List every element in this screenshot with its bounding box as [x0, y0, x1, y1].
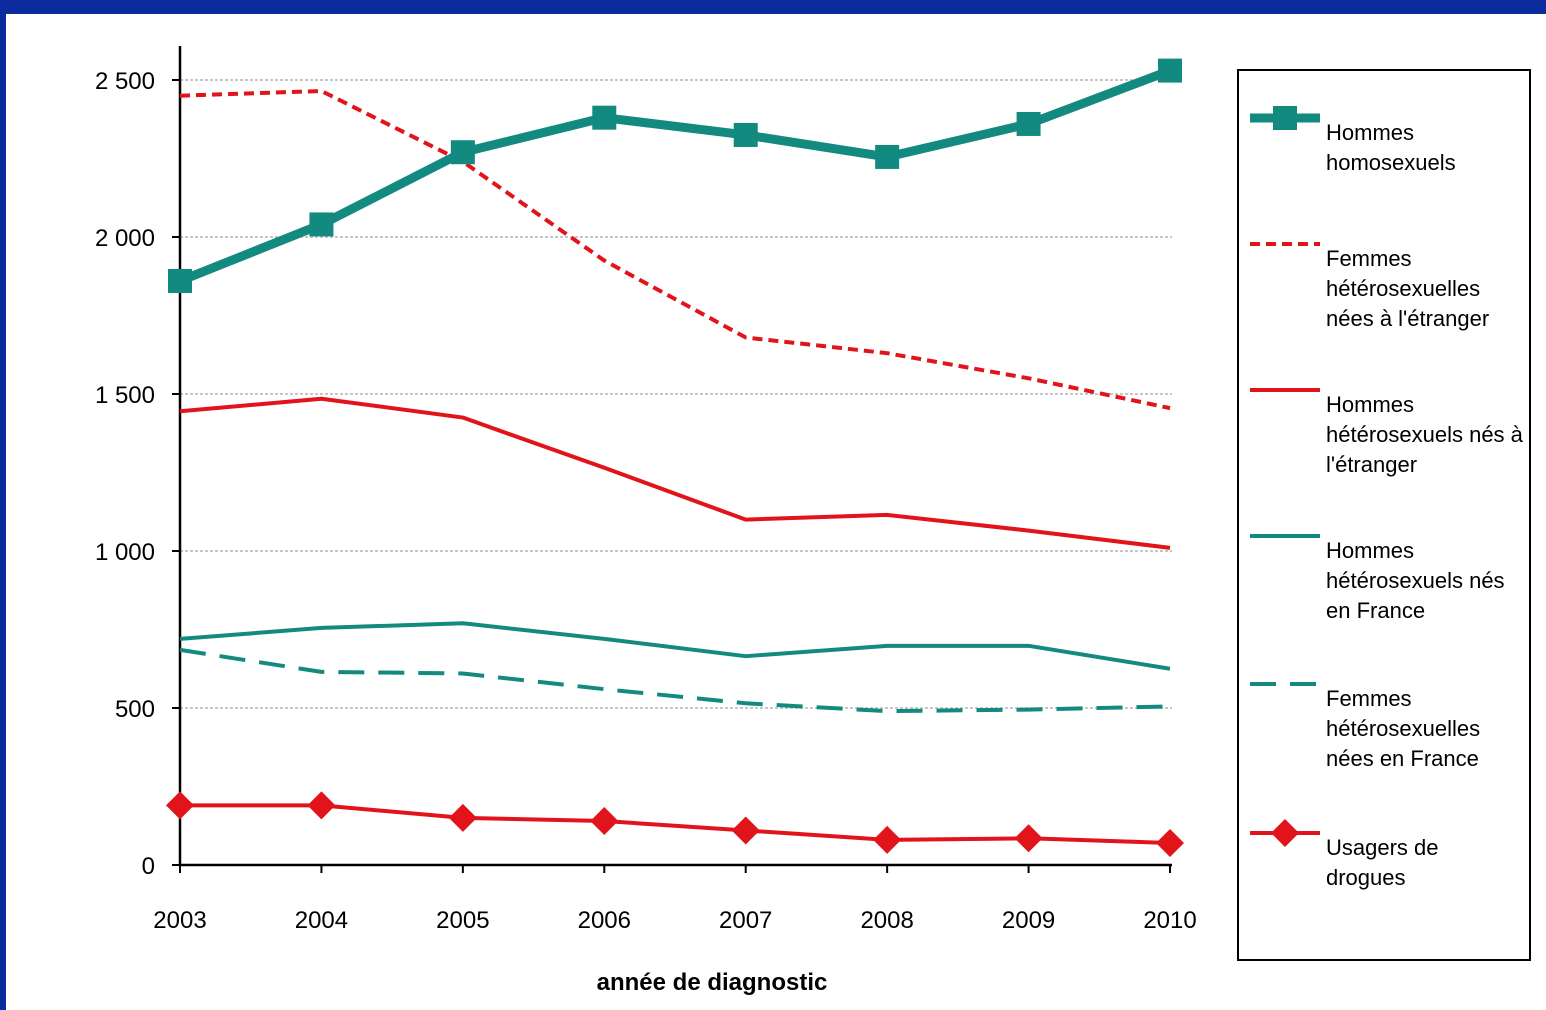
legend-label: Femmes: [1326, 246, 1412, 271]
data-point-5: [448, 803, 477, 832]
legend-label: drogues: [1326, 865, 1406, 890]
y-tick-label: 2 500: [95, 68, 155, 95]
data-point-0: [309, 212, 334, 237]
data-point-0: [168, 268, 192, 293]
legend-label: nées à l'étranger: [1326, 306, 1489, 331]
data-point-0: [1158, 58, 1183, 83]
x-tick-label: 2004: [295, 907, 348, 934]
x-tick-label: 2010: [1143, 907, 1196, 934]
series-line-5: [180, 803, 1171, 846]
series-line-2: [179, 396, 1171, 550]
legend-label: Hommes: [1326, 392, 1414, 417]
y-tick-label: 2 000: [95, 225, 155, 252]
legend-marker: [1273, 106, 1297, 130]
legend-box: [1237, 69, 1531, 961]
x-tick-label: 2006: [578, 907, 631, 934]
y-tick-label: 1 500: [95, 382, 155, 409]
data-point-0: [592, 105, 617, 130]
series-line-4: [179, 647, 1171, 714]
data-point-5: [1156, 829, 1185, 858]
data-point-5: [873, 825, 902, 854]
legend-label: homosexuels: [1326, 150, 1456, 175]
x-axis-title: année de diagnostic: [597, 969, 828, 996]
data-point-5: [166, 791, 194, 820]
legend-marker: [1271, 819, 1299, 847]
legend-label: hétérosexuels nés à: [1326, 422, 1524, 447]
legend-label: Femmes: [1326, 686, 1412, 711]
data-point-5: [1014, 824, 1043, 853]
legend-label: hétérosexuels nés: [1326, 568, 1505, 593]
x-tick-label: 2008: [860, 907, 913, 934]
x-tick-label: 2007: [719, 907, 772, 934]
legend-label: Hommes: [1326, 120, 1414, 145]
x-tick-label: 2009: [1002, 907, 1055, 934]
legend-label: hétérosexuelles: [1326, 716, 1480, 741]
x-tick-label: 2005: [436, 907, 489, 934]
y-tick-label: 500: [115, 696, 155, 723]
y-tick-label: 0: [142, 853, 155, 880]
legend-label: Hommes: [1326, 538, 1414, 563]
y-tick-label: 1 000: [95, 539, 155, 566]
legend-label: Usagers de: [1326, 835, 1439, 860]
data-point-0: [1016, 111, 1041, 136]
data-point-5: [307, 791, 336, 820]
series-line-0: [178, 66, 1172, 286]
series-line-3: [179, 621, 1171, 671]
data-point-5: [590, 807, 619, 836]
data-point-0: [733, 122, 758, 147]
x-tick-label: 2003: [153, 907, 206, 934]
legend-label: hétérosexuelles: [1326, 276, 1480, 301]
legend-label: l'étranger: [1326, 452, 1417, 477]
series-line-1: [179, 88, 1171, 411]
data-point-5: [731, 816, 760, 845]
legend-label: en France: [1326, 598, 1425, 623]
data-point-0: [875, 144, 900, 169]
data-point-0: [450, 140, 475, 165]
legend-label: nées en France: [1326, 746, 1479, 771]
